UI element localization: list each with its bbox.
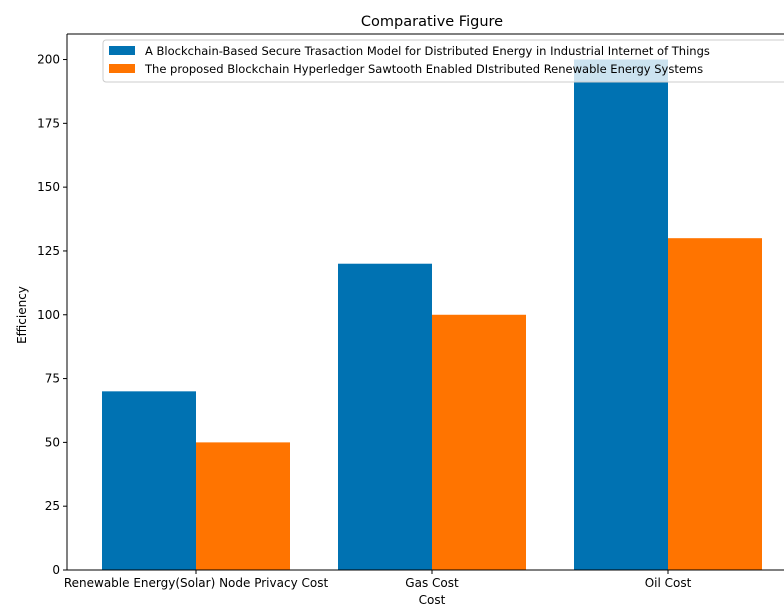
y-axis-label: Efficiency	[15, 286, 29, 344]
legend-swatch-1	[109, 46, 135, 55]
bars-group	[102, 59, 762, 571]
x-axis-label: Cost	[419, 593, 446, 606]
bar-series1-cat1	[102, 391, 196, 570]
legend-label-1: A Blockchain-Based Secure Trasaction Mod…	[145, 44, 710, 58]
bar-series2-cat3	[668, 238, 762, 570]
y-tick-label: 175	[37, 116, 60, 130]
bar-series1-cat2	[338, 263, 432, 570]
legend: A Blockchain-Based Secure Trasaction Mod…	[102, 39, 784, 83]
y-tick-label: 50	[45, 435, 60, 449]
chart-title: Comparative Figure	[361, 14, 503, 30]
x-tick-label: Renewable Energy(Solar) Node Privacy Cos…	[64, 576, 329, 590]
y-tick-label: 125	[37, 244, 60, 258]
y-tick-label: 150	[37, 180, 60, 194]
bar-series2-cat2	[432, 314, 526, 570]
y-tick-label: 0	[52, 563, 60, 577]
bar-series2-cat1	[196, 442, 290, 570]
y-tick-label: 200	[37, 53, 60, 67]
y-tick-label: 100	[37, 308, 60, 322]
bar-series1-cat3	[574, 59, 668, 571]
legend-label-2: The proposed Blockchain Hyperledger Sawt…	[144, 62, 703, 76]
x-tick-label: Oil Cost	[645, 576, 692, 590]
axes-group: 0 25 50 75 100 125 150 175 200 Renewable Energy(S…	[37, 33, 784, 590]
y-tick-label: 75	[45, 372, 60, 386]
x-tick-label: Gas Cost	[405, 576, 459, 590]
legend-box	[102, 39, 784, 83]
legend-swatch-2	[109, 64, 135, 73]
y-tick-label: 25	[45, 499, 60, 513]
